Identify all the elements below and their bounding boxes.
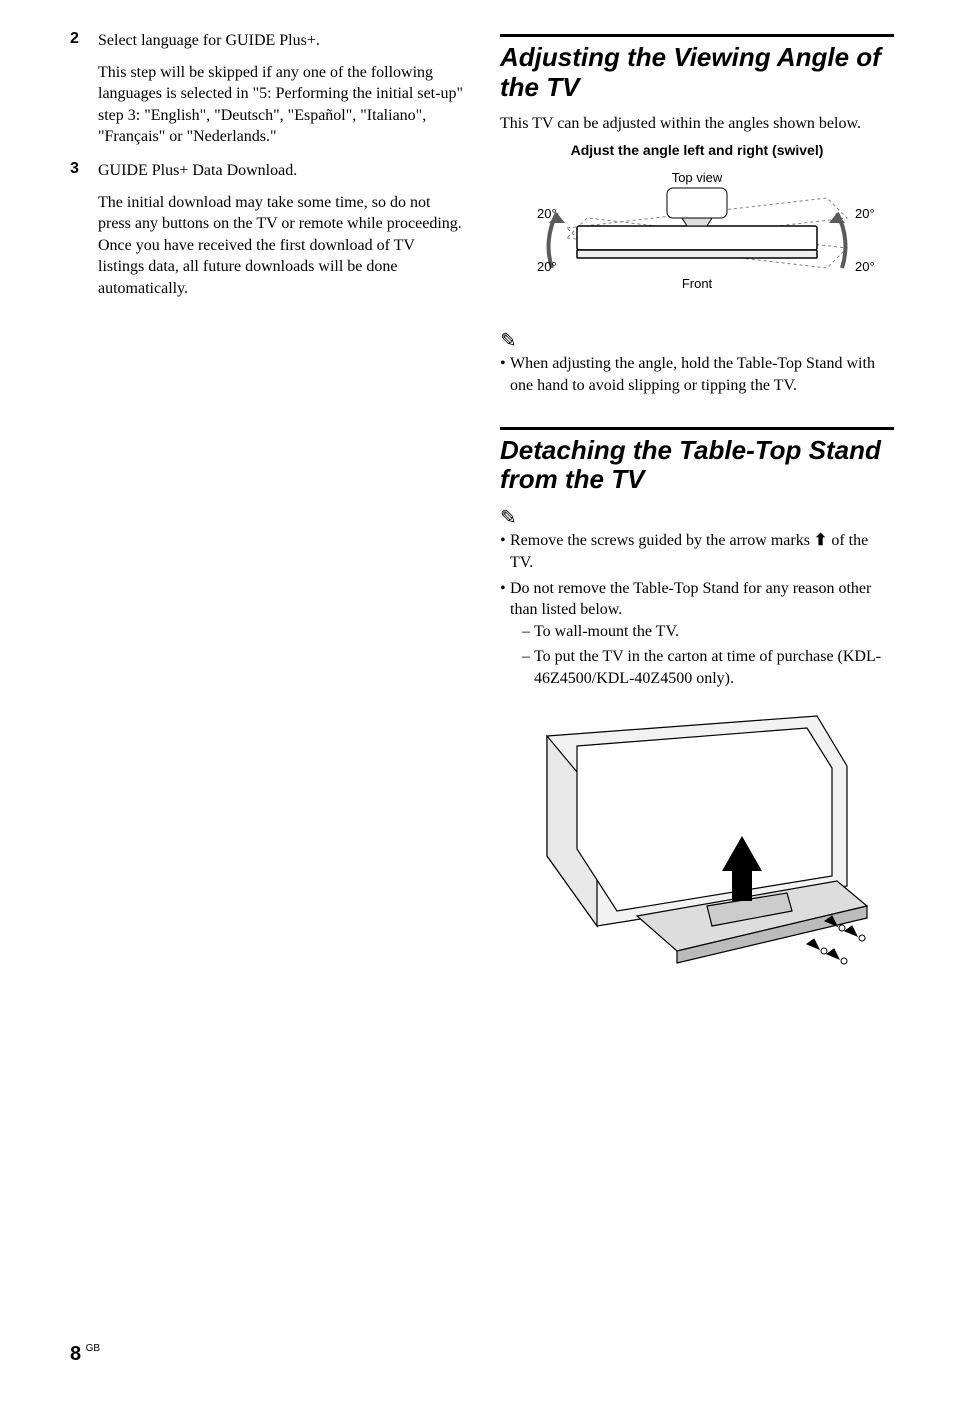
step-head-text: GUIDE Plus+ Data Download.	[98, 160, 297, 182]
top-view-label: Top view	[672, 170, 723, 185]
sublist-item: To wall-mount the TV.	[522, 621, 894, 643]
section2-note-2: Do not remove the Table-Top Stand for an…	[500, 578, 894, 690]
angle-br: 20°	[855, 259, 875, 274]
angle-bl: 20°	[537, 259, 557, 274]
swivel-diagram: Top view	[500, 168, 894, 318]
section-title-adjusting: Adjusting the Viewing Angle of the TV	[500, 43, 894, 103]
section2-note-1: Remove the screws guided by the arrow ma…	[500, 530, 894, 573]
note1-prefix: Remove the screws guided by the arrow ma…	[510, 532, 814, 549]
step-number: 2	[70, 30, 98, 52]
front-label: Front	[682, 276, 713, 291]
section2-note-list: Remove the screws guided by the arrow ma…	[500, 530, 894, 689]
swivel-subheading: Adjust the angle left and right (swivel)	[500, 142, 894, 158]
section-divider	[500, 427, 894, 430]
page-footer: 8 GB	[70, 1343, 100, 1366]
note-icon: ✎	[500, 328, 894, 353]
section1-note-list: When adjusting the angle, hold the Table…	[500, 353, 894, 396]
sublist-item: To put the TV in the carton at time of p…	[522, 646, 894, 689]
step-3-body: The initial download may take some time,…	[98, 192, 464, 300]
left-column: 2 Select language for GUIDE Plus+. This …	[70, 30, 464, 976]
step-3-head: 3 GUIDE Plus+ Data Download.	[70, 160, 464, 182]
page-region: GB	[86, 1343, 100, 1354]
section1-body: This TV can be adjusted within the angle…	[500, 113, 894, 135]
section2-sublist: To wall-mount the TV. To put the TV in t…	[510, 621, 894, 690]
section1-note: When adjusting the angle, hold the Table…	[500, 353, 894, 396]
step-head-text: Select language for GUIDE Plus+.	[98, 30, 320, 52]
page-number: 8	[70, 1343, 81, 1365]
section-title-detaching: Detaching the Table-Top Stand from the T…	[500, 436, 894, 496]
tv-stand-illustration	[500, 706, 894, 966]
step-number: 3	[70, 160, 98, 182]
step-2-head: 2 Select language for GUIDE Plus+.	[70, 30, 464, 52]
section-divider	[500, 34, 894, 37]
note2-text: Do not remove the Table-Top Stand for an…	[510, 580, 871, 619]
step-2-body: This step will be skipped if any one of …	[98, 62, 464, 148]
angle-tr: 20°	[855, 206, 875, 221]
arrow-mark-icon: ⬆	[814, 532, 827, 549]
right-column: Adjusting the Viewing Angle of the TV Th…	[500, 30, 894, 976]
note-icon: ✎	[500, 505, 894, 530]
angle-tl: 20°	[537, 206, 557, 221]
